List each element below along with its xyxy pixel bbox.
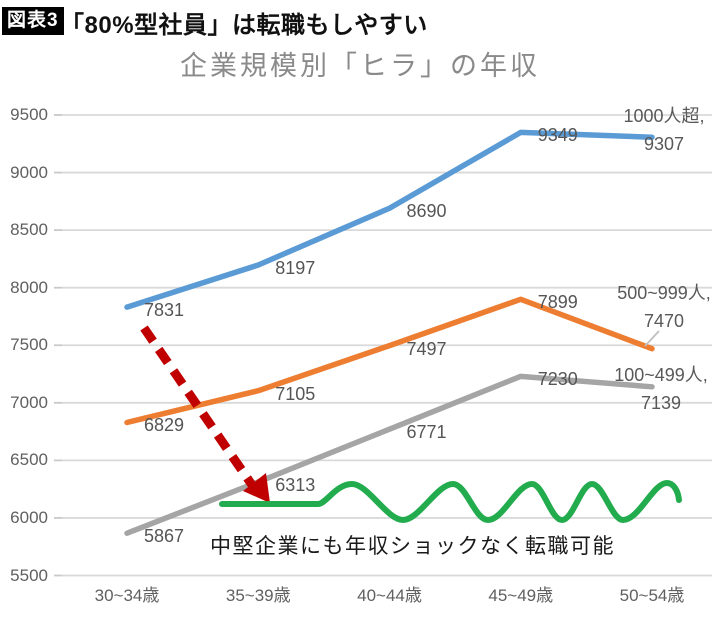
- data-label: 7105: [275, 383, 316, 404]
- series-last-value: 7470: [643, 311, 685, 331]
- data-label: 6313: [275, 474, 316, 495]
- x-axis-label: 40~44歳: [357, 586, 422, 605]
- y-axis-label: 6500: [10, 450, 48, 470]
- series-last-value: 7139: [640, 393, 682, 413]
- y-axis-label: 7000: [10, 392, 48, 412]
- data-label: 6829: [143, 415, 185, 436]
- y-axis-label: 6000: [10, 507, 48, 527]
- series-last-value: 9307: [643, 134, 685, 154]
- data-label: 9349: [537, 125, 578, 146]
- transfer-arrow: [140, 325, 270, 503]
- x-axis-label: 45~49歳: [488, 586, 554, 605]
- y-axis-label: 9500: [10, 105, 48, 124]
- data-label: 8690: [406, 201, 447, 222]
- series-end-label: 1000人超, 9307: [579, 102, 720, 158]
- y-axis-label: 7500: [10, 335, 48, 355]
- data-label: 5867: [143, 526, 185, 547]
- series-name-label: 100~499人,: [614, 365, 708, 385]
- x-axis-label: 50~54歳: [619, 586, 685, 605]
- x-axis-label: 30~34歳: [94, 586, 160, 605]
- figure-title: 「80%型社員」は転職もしやすい: [60, 12, 428, 39]
- series-name-label: 1000人超,: [623, 106, 705, 126]
- series-line-gray: [124, 373, 655, 536]
- series-lines: [124, 129, 655, 536]
- y-axis-label: 9000: [10, 162, 48, 182]
- arrow-shaft: [140, 325, 256, 488]
- figure-badge: 図表3: [2, 7, 64, 35]
- series-end-label: 100~499人, 7139: [576, 361, 720, 417]
- data-label: 7497: [406, 338, 447, 359]
- series-end-label: 500~999人, 7470: [579, 279, 720, 335]
- data-label: 7230: [537, 369, 578, 390]
- x-axis-label: 35~39歳: [225, 586, 291, 605]
- series-line-orange: [124, 296, 655, 426]
- data-label: 7899: [537, 292, 578, 313]
- series-name-label: 500~999人,: [617, 283, 711, 303]
- wavy-line: [219, 480, 682, 523]
- series-line-blue: [124, 129, 655, 310]
- data-label: 7831: [143, 300, 185, 321]
- data-label: 6771: [406, 422, 447, 443]
- label-leader-line: [644, 330, 660, 347]
- y-axis-label: 8500: [10, 220, 48, 240]
- arrow-head: [243, 473, 270, 503]
- chart-title: 企業規模別「ヒラ」の年収: [180, 51, 540, 81]
- y-axis-label: 5500: [10, 565, 48, 585]
- data-label: 8197: [275, 258, 316, 278]
- annotation-text: 中堅企業にも年収ショックなく転職可能: [210, 535, 615, 558]
- y-axis-label: 8000: [10, 277, 48, 297]
